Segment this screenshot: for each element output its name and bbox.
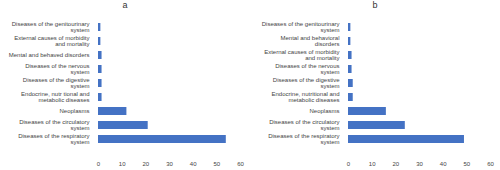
svg-text:Diseases of the genitourinarys: Diseases of the genitourinarysystem bbox=[12, 21, 90, 33]
svg-text:Diseases of the respiratorysys: Diseases of the respiratorysystem bbox=[18, 133, 89, 145]
svg-text:Diseases of the digestivesyste: Diseases of the digestivesystem bbox=[273, 77, 340, 89]
svg-text:Endocrine, nutritional andmeta: Endocrine, nutritional andmetabolic dise… bbox=[271, 91, 339, 103]
svg-text:Diseases of the nervoussystem: Diseases of the nervoussystem bbox=[275, 63, 339, 75]
svg-text:Neoplasms: Neoplasms bbox=[309, 108, 339, 114]
svg-text:External causes of morbidityan: External causes of morbidityand mortalit… bbox=[14, 35, 89, 47]
svg-text:Endocrine, nutr tional andmeta: Endocrine, nutr tional andmetabolic dise… bbox=[21, 91, 89, 103]
svg-text:Diseases of the nervoussystem: Diseases of the nervoussystem bbox=[25, 63, 89, 75]
svg-text:40: 40 bbox=[440, 161, 447, 167]
svg-text:Diseases of the respiratorysys: Diseases of the respiratorysystem bbox=[268, 133, 339, 145]
svg-text:10: 10 bbox=[119, 161, 126, 167]
svg-text:Diseases of the digestivesyste: Diseases of the digestivesystem bbox=[23, 77, 90, 89]
svg-text:60: 60 bbox=[237, 161, 244, 167]
svg-text:40: 40 bbox=[190, 161, 197, 167]
svg-text:20: 20 bbox=[392, 161, 399, 167]
svg-text:Mental and behaved disorders: Mental and behaved disorders bbox=[9, 52, 90, 58]
svg-text:Diseases of the circulatorysys: Diseases of the circulatorysystem bbox=[269, 119, 339, 131]
svg-text:0: 0 bbox=[97, 161, 101, 167]
svg-text:Diseases of the circulatorysys: Diseases of the circulatorysystem bbox=[19, 119, 89, 131]
html-text:b: b bbox=[372, 0, 378, 10]
svg-text:Diseases of the genitourinarys: Diseases of the genitourinarysystem bbox=[262, 21, 340, 33]
svg-text:External causes of morbidityan: External causes of morbidityand mortalit… bbox=[264, 49, 339, 61]
svg-text:30: 30 bbox=[166, 161, 173, 167]
html-text:a: a bbox=[122, 0, 128, 10]
svg-text:20: 20 bbox=[142, 161, 149, 167]
svg-text:0: 0 bbox=[347, 161, 351, 167]
svg-text:30: 30 bbox=[416, 161, 423, 167]
svg-text:Neoplasms: Neoplasms bbox=[59, 108, 89, 114]
svg-text:60: 60 bbox=[487, 161, 494, 167]
svg-text:50: 50 bbox=[213, 161, 220, 167]
svg-text:Mental and behavioraldisorders: Mental and behavioraldisorders bbox=[280, 35, 339, 47]
svg-text:50: 50 bbox=[463, 161, 470, 167]
svg-text:10: 10 bbox=[369, 161, 376, 167]
